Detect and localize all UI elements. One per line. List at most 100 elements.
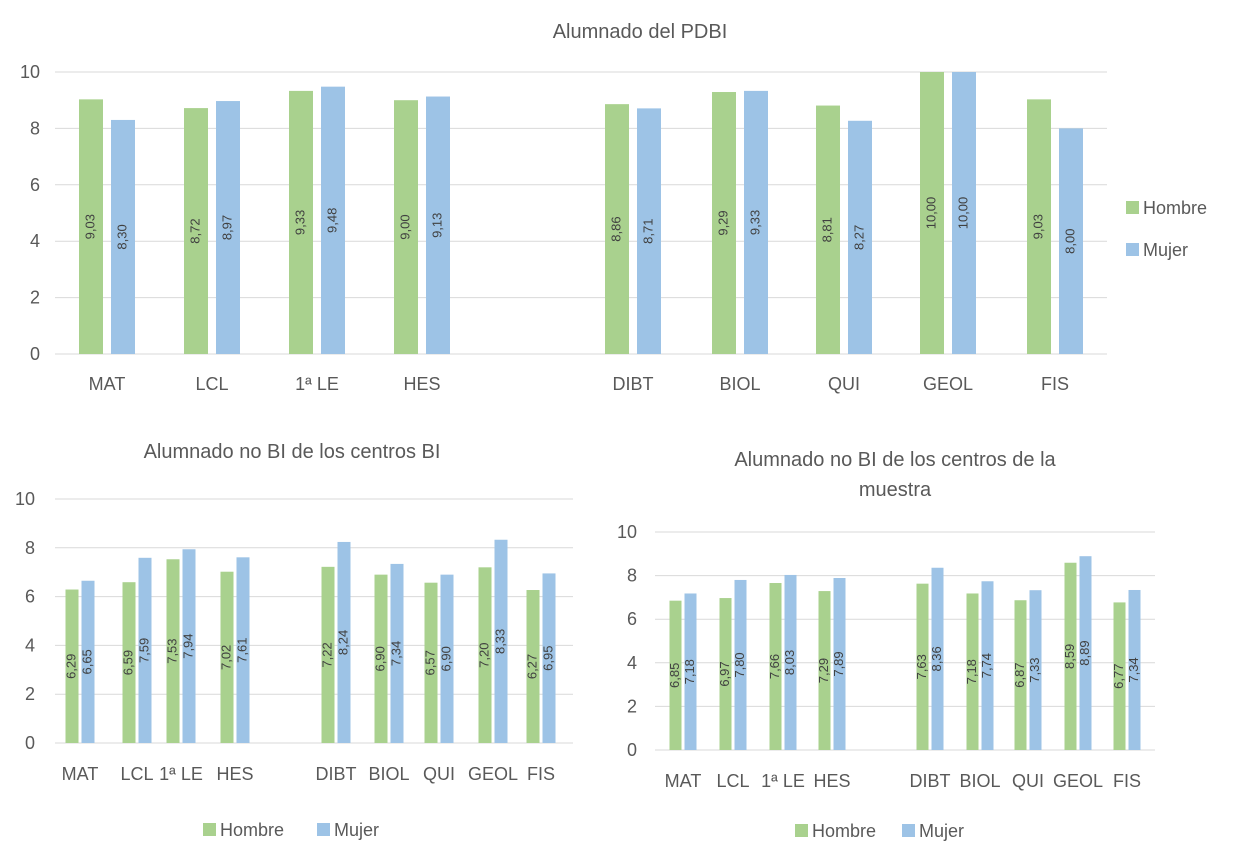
y-tick-label: 0 <box>627 740 637 760</box>
bar-mujer <box>111 119 135 354</box>
x-category-label: FIS <box>1041 374 1069 394</box>
bar-mujer <box>182 549 196 743</box>
x-category-label: GEOL <box>1053 771 1103 791</box>
legend-swatch-hombre <box>1126 201 1139 214</box>
bar-mujer <box>494 539 508 743</box>
bar-hombre <box>374 574 388 743</box>
data-label: 7,33 <box>1027 657 1042 682</box>
data-label: 7,89 <box>831 651 846 676</box>
data-label: 7,22 <box>319 642 334 667</box>
data-label: 7,02 <box>218 645 233 670</box>
data-label: 8,71 <box>640 219 655 244</box>
legend-label-mujer: Mujer <box>1143 240 1188 260</box>
chart-alumnado-no-bi-centros-bi: Alumnado no BI de los centros BI 6,29 6,6… <box>15 441 573 840</box>
data-label: 8,89 <box>1077 640 1092 665</box>
y-tick-label: 8 <box>30 118 40 138</box>
data-label: 8,33 <box>492 629 507 654</box>
bar-hombre <box>289 90 313 355</box>
bar-hombre <box>166 559 180 743</box>
legend: Hombre Mujer <box>795 821 964 841</box>
bar-mujer <box>426 96 450 354</box>
x-category-label: BIOL <box>959 771 1000 791</box>
data-label: 7,80 <box>732 652 747 677</box>
chart-title-line-2: muestra <box>859 479 932 501</box>
y-tick-label: 8 <box>627 566 637 586</box>
x-category-label: HES <box>216 764 253 784</box>
data-label: 10,00 <box>955 197 970 230</box>
data-label: 9,13 <box>429 213 444 238</box>
legend-swatch-mujer <box>902 824 915 837</box>
y-tick-label: 4 <box>627 653 637 673</box>
data-label: 9,29 <box>715 210 730 235</box>
bar-hombre <box>1014 600 1027 750</box>
x-category-label: 1ª LE <box>159 764 203 784</box>
data-label: 8,30 <box>114 224 129 249</box>
bar-mujer <box>784 574 797 750</box>
chart-title: Alumnado no BI de los centros BI <box>144 441 441 463</box>
y-tick-label: 0 <box>30 344 40 364</box>
data-label: 8,72 <box>187 218 202 243</box>
chart-alumnado-pdbi: Alumnado del PDBI 9,03 8,30 8,72 8,97 9,33 9,… <box>20 21 1207 394</box>
bar-hombre <box>719 598 732 750</box>
bar-hombre <box>526 590 540 743</box>
data-label: 7,61 <box>234 638 249 663</box>
bar-hombre <box>1027 99 1051 354</box>
bar-mujer <box>81 580 95 743</box>
bar-mujer <box>981 581 994 750</box>
y-tick-label: 0 <box>25 733 35 753</box>
data-label: 7,34 <box>1126 657 1141 682</box>
y-tick-label: 2 <box>30 288 40 308</box>
x-category-label: GEOL <box>468 764 518 784</box>
bar-hombre <box>220 571 234 743</box>
bar-hombre <box>669 600 682 750</box>
data-label: 6,77 <box>1111 664 1126 689</box>
data-label: 8,81 <box>819 217 834 242</box>
bar-hombre <box>122 582 136 743</box>
y-tick-label: 10 <box>20 62 40 82</box>
bar-hombre <box>184 108 208 354</box>
data-label: 8,27 <box>851 225 866 250</box>
bar-mujer <box>833 577 846 750</box>
data-label: 7,74 <box>979 653 994 678</box>
data-label: 8,97 <box>219 215 234 240</box>
y-tick-label: 10 <box>617 522 637 542</box>
data-label: 6,87 <box>1012 662 1027 687</box>
x-category-label: DIBT <box>315 764 356 784</box>
legend-label-hombre: Hombre <box>220 820 284 840</box>
x-category-label: LCL <box>120 764 153 784</box>
bar-hombre <box>769 583 782 750</box>
data-label: 8,36 <box>929 646 944 671</box>
bar-mujer <box>390 563 404 743</box>
legend-label-mujer: Mujer <box>334 820 379 840</box>
y-tick-label: 8 <box>25 538 35 558</box>
y-tick-label: 4 <box>25 635 35 655</box>
data-label: 6,59 <box>120 650 135 675</box>
chart-alumnado-no-bi-centros-muestra: Alumnado no BI de los centros de la mues… <box>617 449 1155 841</box>
bar-hombre <box>916 583 929 750</box>
data-label: 7,20 <box>476 643 491 668</box>
x-category-label: DIBT <box>612 374 653 394</box>
y-tick-label: 2 <box>627 696 637 716</box>
y-tick-label: 10 <box>15 489 35 509</box>
bar-mujer <box>1029 590 1042 750</box>
bar-mujer <box>744 90 768 355</box>
bar-mujer <box>440 574 454 743</box>
x-category-label: FIS <box>1113 771 1141 791</box>
data-label: 7,59 <box>136 638 151 663</box>
legend-label-hombre: Hombre <box>1143 198 1207 218</box>
bar-mujer <box>236 557 250 743</box>
bar-mujer <box>637 108 661 355</box>
bar-hombre <box>321 566 335 743</box>
x-category-label: HES <box>813 771 850 791</box>
data-label: 9,00 <box>397 214 412 239</box>
x-category-label: 1ª LE <box>761 771 805 791</box>
x-category-label: FIS <box>527 764 555 784</box>
data-label: 8,03 <box>782 650 797 675</box>
bar-mujer <box>734 579 747 750</box>
bar-hombre <box>424 582 438 743</box>
data-label: 7,63 <box>914 654 929 679</box>
data-label: 9,33 <box>747 210 762 235</box>
x-category-label: LCL <box>195 374 228 394</box>
bar-mujer <box>1128 589 1141 750</box>
data-label: 9,03 <box>82 214 97 239</box>
